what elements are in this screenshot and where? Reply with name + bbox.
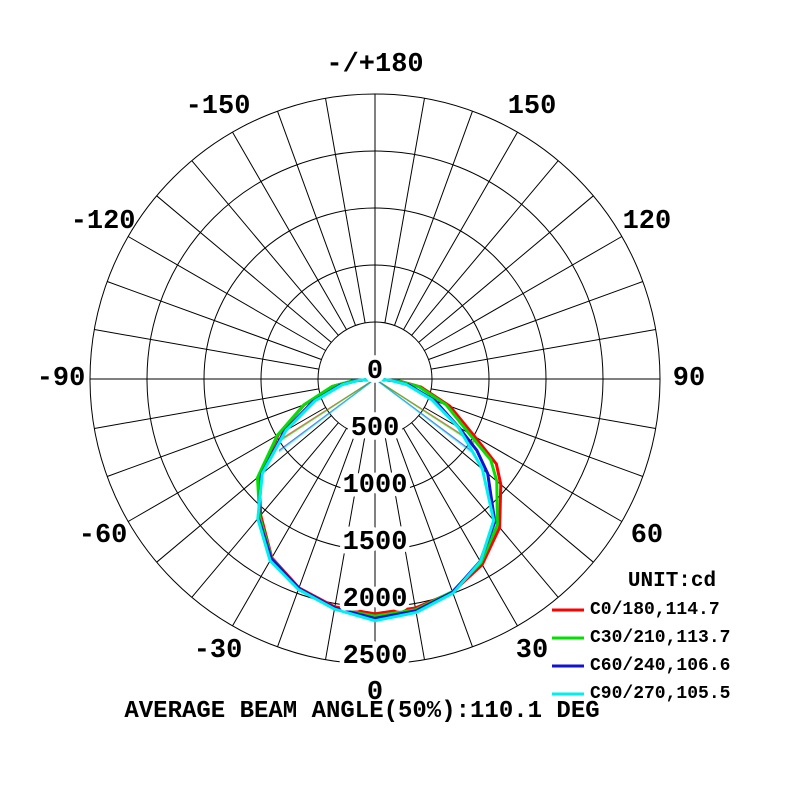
angle-label-120: 120	[623, 207, 672, 237]
legend: UNIT:cd C0/180,114.7 C30/210,113.7 C60/2…	[552, 570, 730, 704]
grid-spoke	[384, 98, 425, 323]
angle-label--120: -120	[71, 207, 136, 237]
grid-spoke	[127, 407, 326, 522]
grid-spoke	[156, 415, 332, 563]
beam-line-C30-210	[275, 378, 376, 445]
legend-unit-label: UNIT:cd	[628, 570, 716, 593]
legend-label-c0: C0/180,114.7	[590, 600, 720, 620]
angle-label-150: 150	[508, 92, 557, 122]
polar-grid	[89, 93, 661, 665]
grid-spoke	[403, 428, 518, 627]
grid-spoke	[411, 422, 559, 598]
grid-spoke	[394, 111, 473, 326]
radial-label-1000: 1000	[343, 471, 408, 501]
grid-spoke	[325, 435, 366, 660]
grid-spoke	[424, 236, 623, 351]
legend-item: C60/240,106.6	[552, 656, 730, 676]
angle-label--30: -30	[194, 636, 243, 666]
beam-line-C30-210	[374, 378, 475, 445]
angle-label-0: 0	[367, 678, 383, 708]
angle-axis-labels: -/+180 150 120 90 60 30 0 -30 -60 -90 -120 -150	[37, 50, 706, 708]
legend-label-c60: C60/240,106.6	[590, 656, 730, 676]
grid-spoke	[191, 160, 339, 336]
legend-label-c90: C90/270,105.5	[590, 684, 730, 704]
grid-spoke	[191, 422, 339, 598]
grid-spoke	[232, 428, 347, 627]
grid-spoke	[277, 111, 356, 326]
grid-spoke	[94, 329, 319, 370]
legend-label-c30: C30/210,113.7	[590, 628, 730, 648]
grid-spoke	[107, 398, 322, 477]
radial-label-0: 0	[367, 357, 383, 387]
legend-item: C0/180,114.7	[552, 600, 720, 620]
grid-spoke	[403, 131, 518, 330]
grid-spoke	[431, 388, 656, 429]
grid-spoke	[232, 131, 347, 330]
grid-spoke	[418, 415, 594, 563]
angle-label--150: -150	[186, 92, 251, 122]
curve-C30-210	[256, 377, 499, 618]
grid-spoke	[107, 281, 322, 360]
grid-spoke	[127, 236, 326, 351]
radial-label-2000: 2000	[343, 585, 408, 615]
radial-label-2500: 2500	[343, 642, 408, 672]
beam-line-C90-270	[278, 378, 376, 453]
grid-spoke	[277, 432, 356, 647]
grid-spoke	[384, 435, 425, 660]
angle-label-90: 90	[673, 364, 705, 394]
grid-spoke	[431, 329, 656, 370]
grid-spoke	[156, 195, 332, 343]
grid-spoke	[418, 195, 594, 343]
intensity-curves	[256, 377, 503, 623]
legend-item: C90/270,105.5	[552, 684, 730, 704]
angle-label--60: -60	[79, 521, 128, 551]
grid-spoke	[428, 398, 643, 477]
grid-spoke	[411, 160, 559, 336]
beam-angle-lines	[275, 378, 475, 453]
radial-scale-labels: 0 500 1000 1500 2000 2500	[338, 353, 412, 677]
grid-spoke	[394, 432, 473, 647]
radial-label-500: 500	[351, 414, 400, 444]
grid-spoke	[325, 98, 366, 323]
grid-spoke	[428, 281, 643, 360]
beam-line-C90-270	[374, 378, 472, 453]
curve-C90-270	[256, 377, 496, 623]
angle-label--90: -90	[37, 364, 86, 394]
average-beam-angle-caption: AVERAGE BEAM ANGLE(50%):110.1 DEG	[124, 698, 599, 725]
angle-label-30: 30	[516, 636, 548, 666]
angle-label-60: 60	[631, 521, 663, 551]
radial-label-1500: 1500	[343, 528, 408, 558]
legend-item: C30/210,113.7	[552, 628, 730, 648]
angle-label---+180: -/+180	[326, 50, 423, 80]
grid-spoke	[94, 388, 319, 429]
